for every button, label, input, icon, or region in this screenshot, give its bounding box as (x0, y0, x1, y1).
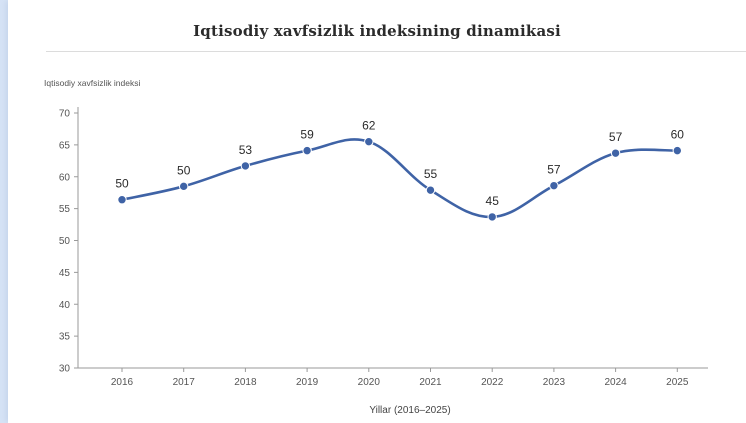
y-tick-label: 50 (59, 236, 71, 247)
data-label: 59 (300, 128, 314, 142)
data-point (425, 185, 436, 195)
series-line (120, 138, 679, 219)
y-axis-label: Iqtisodiy xavfsizlik indeksi (44, 78, 141, 88)
y-tick-label: 55 (59, 204, 71, 215)
x-tick-label: 2018 (234, 377, 257, 388)
x-tick-label: 2021 (419, 377, 442, 388)
x-tick-label: 2020 (358, 377, 381, 388)
x-tick-label: 2025 (666, 377, 689, 388)
data-point (364, 136, 374, 147)
data-label: 62 (362, 119, 376, 133)
axes (77, 107, 708, 369)
data-point (240, 161, 251, 171)
chart-card: Iqtisodiy xavfsizlik indeksining dinamik… (8, 0, 746, 423)
data-point (117, 195, 127, 205)
x-tick-label: 2023 (543, 377, 566, 388)
x-tick-label: 2017 (173, 377, 196, 388)
data-label: 45 (486, 194, 500, 208)
y-tick-label: 40 (59, 300, 71, 311)
data-label: 53 (239, 143, 253, 157)
x-ticks: 2016 2017 2018 2019 2020 2021 2022 2023 2024 2025 (111, 368, 689, 388)
data-point (302, 145, 312, 156)
chart-title: Iqtisodiy xavfsizlik indeksining dinamik… (193, 22, 561, 40)
x-tick-label: 2024 (604, 377, 627, 388)
series: 50 50 53 59 62 55 45 57 57 60 (115, 119, 685, 222)
data-label: 50 (115, 177, 129, 191)
x-tick-label: 2016 (111, 377, 134, 388)
x-tick-label: 2022 (481, 377, 504, 388)
data-label: 50 (177, 163, 191, 177)
data-point (549, 180, 559, 191)
y-tick-label: 35 (59, 332, 71, 343)
x-axis-label: Yillar (2016–2025) (369, 405, 451, 416)
data-point (610, 148, 621, 158)
title-divider (46, 51, 746, 52)
data-point (672, 145, 682, 156)
data-label: 57 (609, 130, 623, 144)
y-tick-label: 30 (59, 364, 71, 375)
y-tick-label: 60 (59, 172, 71, 183)
data-point (179, 181, 189, 192)
y-tick-label: 65 (59, 140, 71, 151)
data-point (487, 212, 497, 222)
data-label: 55 (424, 167, 438, 181)
data-label: 60 (671, 128, 685, 142)
data-label: 57 (547, 163, 561, 177)
y-tick-label: 45 (59, 268, 71, 279)
y-ticks: 30 35 40 45 50 55 60 65 70 (59, 109, 78, 375)
y-tick-label: 70 (59, 109, 71, 120)
x-tick-label: 2019 (296, 377, 319, 388)
